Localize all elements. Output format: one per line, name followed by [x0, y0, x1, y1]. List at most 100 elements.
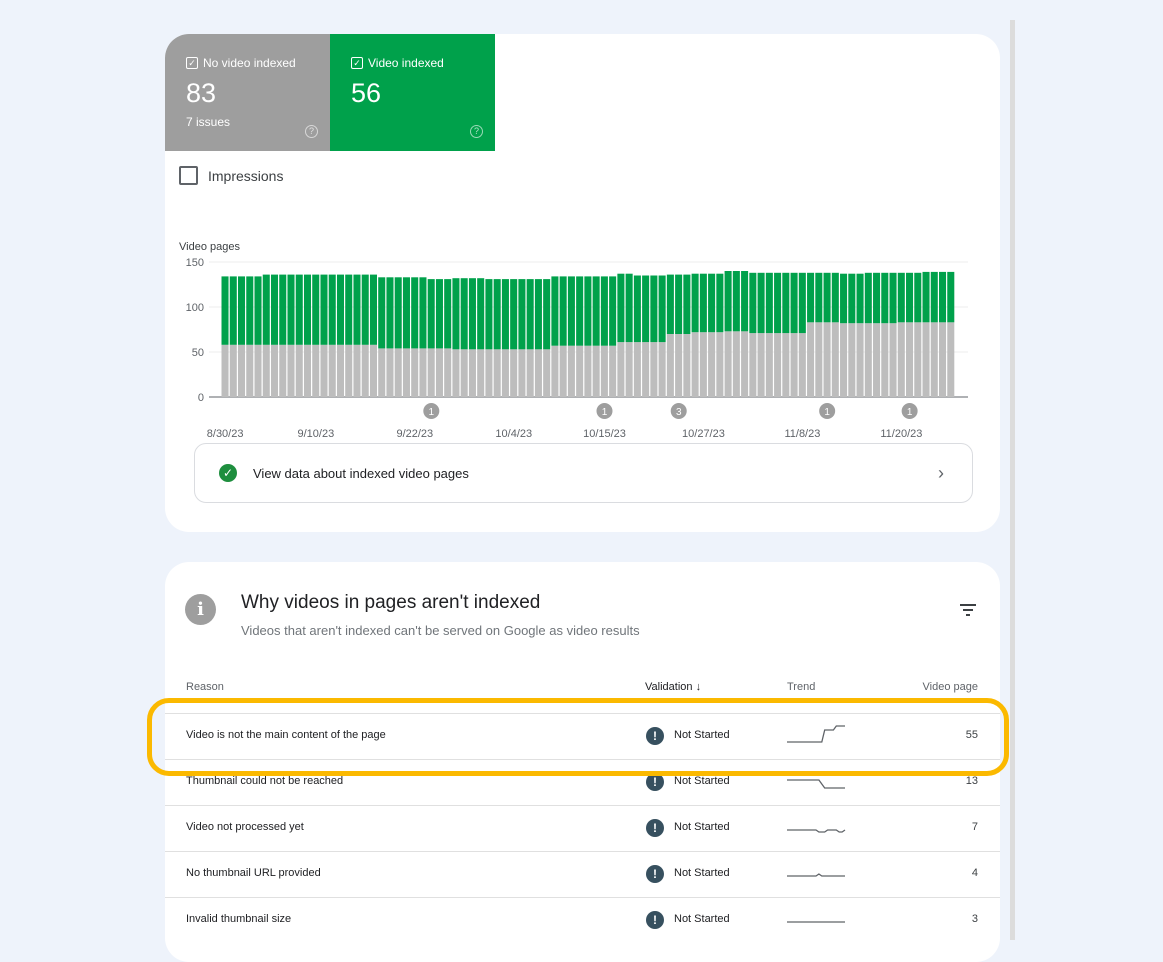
bar-video-indexed: [526, 279, 534, 350]
bar-no-video-indexed: [493, 349, 501, 397]
bar-video-indexed: [287, 274, 295, 345]
bar-video-indexed: [666, 274, 674, 334]
help-icon[interactable]: ?: [305, 125, 318, 138]
bar-video-indexed: [378, 277, 386, 349]
reason-text: Thumbnail could not be reached: [186, 775, 344, 787]
bar-video-indexed: [559, 276, 567, 346]
bar-video-indexed: [419, 277, 427, 349]
bar-video-indexed: [435, 279, 443, 349]
annotation-marker[interactable]: [423, 403, 440, 419]
bar-video-indexed: [675, 274, 683, 334]
bar-no-video-indexed: [394, 348, 402, 397]
bar-no-video-indexed: [468, 349, 476, 397]
bar-no-video-indexed: [386, 348, 394, 397]
bar-no-video-indexed: [361, 344, 369, 397]
bar-video-indexed: [386, 277, 394, 349]
bar-no-video-indexed: [543, 349, 551, 397]
bar-video-indexed: [716, 273, 724, 333]
bar-no-video-indexed: [477, 349, 485, 397]
column-header-video-page[interactable]: Video page: [922, 681, 978, 693]
bar-no-video-indexed: [716, 332, 724, 397]
bar-video-indexed: [889, 272, 897, 324]
trend-sparkline: [787, 829, 846, 833]
table-row[interactable]: Thumbnail could not be reached ! Not Sta…: [165, 759, 1000, 806]
tile-label: No video indexed: [203, 56, 296, 70]
bar-video-indexed: [741, 271, 749, 332]
annotation-marker[interactable]: [596, 403, 613, 419]
bar-video-indexed: [749, 272, 757, 334]
reason-text: Video not processed yet: [186, 821, 304, 833]
tile-no-video-indexed[interactable]: ✓ No video indexed 83 7 issues ?: [165, 34, 330, 151]
table-row[interactable]: Video not processed yet ! Not Started 7: [165, 805, 1000, 852]
annotation-label: 1: [602, 407, 608, 418]
bar-video-indexed: [617, 273, 625, 343]
bar-video-indexed: [394, 277, 402, 349]
checkbox-checked-icon[interactable]: ✓: [351, 57, 363, 69]
bar-no-video-indexed: [790, 333, 798, 397]
bar-no-video-indexed: [683, 334, 691, 397]
bar-video-indexed: [551, 276, 559, 346]
bar-no-video-indexed: [864, 323, 872, 397]
tile-video-indexed[interactable]: ✓ Video indexed 56 ?: [330, 34, 495, 151]
bar-no-video-indexed: [856, 323, 864, 397]
impressions-toggle[interactable]: Impressions: [179, 166, 283, 185]
table-row[interactable]: Video is not the main content of the pag…: [165, 713, 1000, 760]
annotation-marker[interactable]: [670, 403, 687, 419]
annotation-marker[interactable]: [901, 403, 918, 419]
column-header-trend[interactable]: Trend: [787, 681, 816, 693]
video-page-count: 55: [965, 729, 978, 741]
bar-no-video-indexed: [353, 344, 361, 397]
bar-video-indexed: [897, 272, 905, 323]
bar-video-indexed: [650, 275, 658, 343]
bar-video-indexed: [823, 272, 831, 323]
scrollbar[interactable]: [1010, 20, 1015, 940]
bar-no-video-indexed: [551, 345, 559, 397]
bar-no-video-indexed: [411, 348, 419, 397]
table-row[interactable]: Invalid thumbnail size ! Not Started 3: [165, 897, 1000, 944]
annotation-label: 1: [429, 407, 435, 418]
bar-video-indexed: [840, 273, 848, 324]
video-page-count: 3: [971, 913, 978, 925]
bar-no-video-indexed: [485, 349, 493, 397]
bar-video-indexed: [460, 278, 468, 350]
bar-no-video-indexed: [914, 322, 922, 397]
bar-no-video-indexed: [906, 322, 914, 397]
bar-no-video-indexed: [435, 348, 443, 397]
highlight-outline: [147, 698, 1009, 776]
table-row[interactable]: No thumbnail URL provided ! Not Started …: [165, 851, 1000, 898]
bar-no-video-indexed: [815, 322, 823, 397]
video-page-count: 7: [971, 821, 978, 833]
bar-video-indexed: [402, 277, 410, 349]
column-header-validation[interactable]: Validation ↓: [645, 681, 701, 693]
bar-video-indexed: [468, 278, 476, 350]
video-pages-chart: Video pages 0 50 100 150 8/30/23 9/10/23 9/22/2…: [179, 241, 968, 439]
bar-video-indexed: [254, 276, 262, 345]
bar-video-indexed: [452, 278, 460, 350]
bar-no-video-indexed: [675, 334, 683, 397]
checkbox-checked-icon[interactable]: ✓: [186, 57, 198, 69]
checkbox-unchecked-icon[interactable]: [179, 166, 198, 185]
bar-no-video-indexed: [807, 322, 815, 397]
view-data-label: View data about indexed video pages: [253, 465, 469, 481]
x-tick-label: 9/22/23: [396, 428, 433, 439]
validation-header-label: Validation: [645, 681, 693, 693]
bar-no-video-indexed: [378, 348, 386, 397]
bar-video-indexed: [831, 272, 839, 323]
tile-subtext: 7 issues: [186, 115, 231, 129]
bar-video-indexed: [609, 276, 617, 346]
bar-no-video-indexed: [840, 323, 848, 397]
bar-no-video-indexed: [732, 331, 740, 397]
tile-value: 83: [186, 78, 217, 108]
bar-no-video-indexed: [691, 332, 699, 397]
bar-no-video-indexed: [526, 349, 534, 397]
annotation-marker[interactable]: [819, 403, 836, 419]
bar-video-indexed: [922, 271, 930, 323]
bar-video-indexed: [732, 271, 740, 332]
reason-text: Invalid thumbnail size: [186, 913, 292, 925]
bar-video-indexed: [724, 271, 732, 332]
column-header-reason[interactable]: Reason: [186, 681, 224, 693]
help-icon[interactable]: ?: [470, 125, 483, 138]
view-indexed-data-button[interactable]: ✓ View data about indexed video pages ›: [194, 443, 973, 503]
warning-icon: !: [646, 773, 664, 791]
filter-icon[interactable]: [960, 604, 976, 619]
